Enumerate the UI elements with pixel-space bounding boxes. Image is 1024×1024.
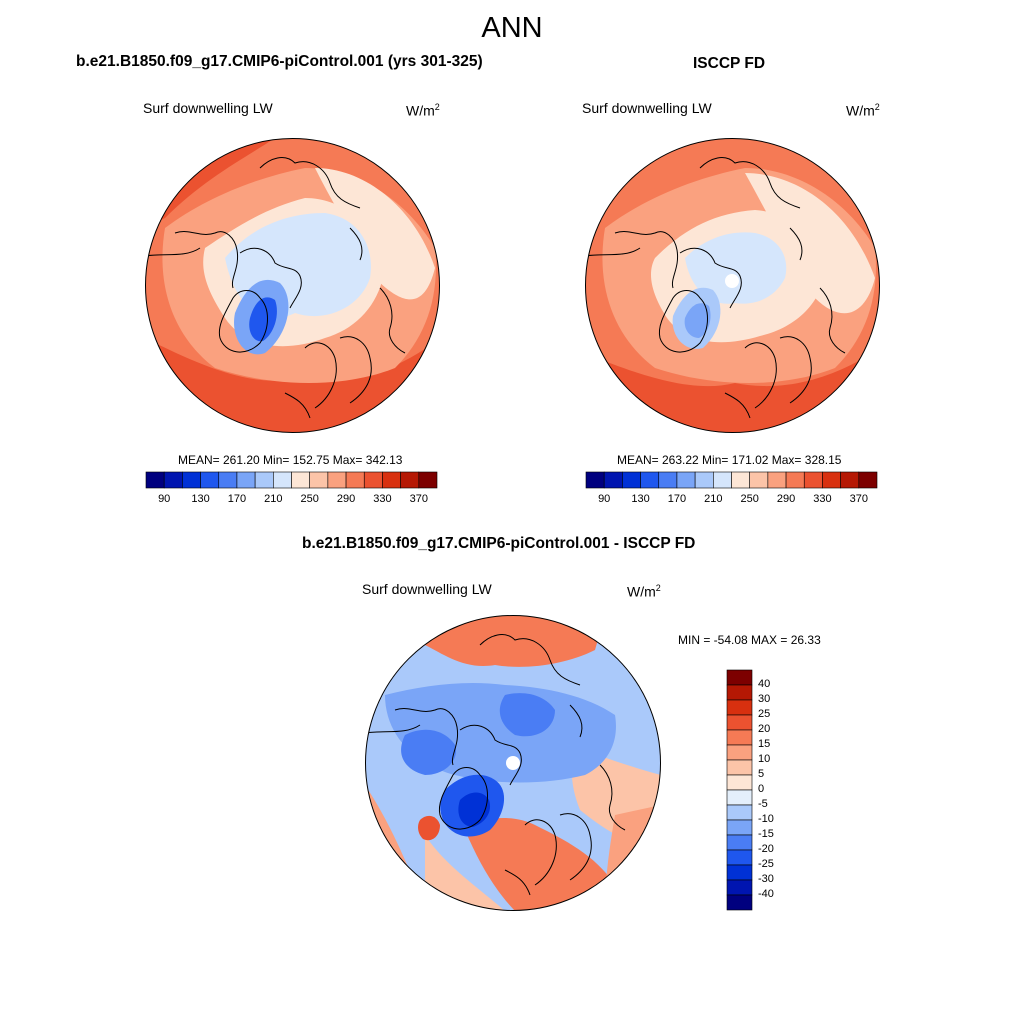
panel1-colorbar-swatch bbox=[327, 471, 347, 489]
panel1-colorbar-tick-label: 290 bbox=[336, 493, 356, 505]
panel1-colorbar-swatch bbox=[345, 471, 365, 489]
panel2-title: ISCCP FD bbox=[693, 55, 766, 72]
panel3-colorbar-tick-label: -5 bbox=[758, 798, 768, 810]
panel2-colorbar-tick-label: 90 bbox=[598, 493, 611, 505]
panel1-colorbar-swatch bbox=[254, 471, 274, 489]
panel1-colorbar-tick-label: 250 bbox=[300, 493, 319, 505]
panel2-colorbar-tick-label: 290 bbox=[776, 493, 796, 505]
panel1-colorbar-swatch bbox=[400, 471, 420, 489]
panel3-colorbar-swatch bbox=[726, 669, 753, 686]
panel1-colorbar-swatch bbox=[145, 471, 165, 489]
panel1-variable-label: Surf downwelling LW bbox=[143, 100, 273, 116]
panel1-colorbar-tick-label: 330 bbox=[373, 493, 392, 505]
panel1-colorbar-swatch bbox=[163, 471, 183, 489]
panel3-colorbar-swatch bbox=[726, 774, 753, 791]
panel3-colorbar-swatch bbox=[726, 849, 753, 866]
panel1-units: W/m2 bbox=[406, 102, 440, 119]
panel3-colorbar-tick-label: 10 bbox=[758, 753, 771, 765]
panel1-colorbar-tick-label: 170 bbox=[227, 493, 247, 505]
main-title: ANN bbox=[481, 12, 543, 44]
panel2-colorbar-tick-label: 330 bbox=[813, 493, 832, 505]
panel3-colorbar-swatch bbox=[726, 789, 753, 806]
panel2-stats: MEAN= 263.22 Min= 171.02 Max= 328.15 bbox=[617, 453, 842, 467]
panel3-colorbar bbox=[726, 669, 753, 911]
panel1-colorbar-tick-label: 370 bbox=[409, 493, 428, 505]
panel2-colorbar-swatch bbox=[803, 471, 823, 489]
panel2-colorbar-tick-label: 130 bbox=[631, 493, 650, 505]
panel3-colorbar-swatch bbox=[726, 759, 753, 776]
panel2-variable-label: Surf downwelling LW bbox=[582, 100, 712, 116]
panel1-colorbar-swatch bbox=[363, 471, 383, 489]
panel3-colorbar-tick-label: -20 bbox=[758, 843, 774, 855]
panel3-colorbar-tick-label: -40 bbox=[758, 888, 774, 900]
panel2-units: W/m2 bbox=[846, 102, 880, 119]
panel3-colorbar-swatch bbox=[726, 804, 753, 821]
panel2-colorbar-swatch bbox=[640, 471, 660, 489]
panel2-colorbar-swatch bbox=[731, 471, 750, 489]
panel3-colorbar-tick-label: -15 bbox=[758, 828, 774, 840]
panel2-colorbar-swatch bbox=[603, 471, 623, 489]
panel3-variable-label: Surf downwelling LW bbox=[362, 581, 492, 597]
panel1-map bbox=[145, 138, 440, 433]
panel1-colorbar-tick-label: 130 bbox=[191, 493, 210, 505]
panel3-colorbar-tick-label: -25 bbox=[758, 858, 774, 870]
panel2-colorbar-tick-label: 170 bbox=[667, 493, 687, 505]
panel2-colorbar-swatch bbox=[858, 471, 878, 489]
panel3-colorbar-tick-label: 40 bbox=[758, 678, 771, 690]
panel3-colorbar-tick-label: 30 bbox=[758, 693, 771, 705]
panel1-stats: MEAN= 261.20 Min= 152.75 Max= 342.13 bbox=[178, 453, 403, 467]
panel2-colorbar-swatch bbox=[676, 471, 696, 489]
panel2-colorbar-tick-label: 250 bbox=[740, 493, 759, 505]
panel3-colorbar-swatch bbox=[726, 714, 753, 731]
panel3-colorbar-swatch bbox=[726, 879, 753, 896]
panel3-colorbar-tick-label: -10 bbox=[758, 813, 774, 825]
panel1-colorbar bbox=[145, 471, 438, 489]
panel3-colorbar-swatch bbox=[726, 699, 753, 716]
panel3-units: W/m2 bbox=[627, 583, 661, 600]
panel1-colorbar-swatch bbox=[291, 471, 310, 489]
panel2-colorbar-swatch bbox=[767, 471, 787, 489]
panel3-colorbar-tick-label: -30 bbox=[758, 873, 774, 885]
panel2-colorbar-swatch bbox=[785, 471, 805, 489]
panel1-colorbar-tick-label: 210 bbox=[264, 493, 283, 505]
panel2-colorbar-swatch bbox=[658, 471, 678, 489]
panel2-colorbar-swatch bbox=[822, 471, 841, 489]
panel1-colorbar-tick-label: 90 bbox=[158, 493, 171, 505]
panel1-colorbar-swatch bbox=[309, 471, 329, 489]
panel1-title: b.e21.B1850.f09_g17.CMIP6-piControl.001 … bbox=[76, 53, 483, 70]
panel1-colorbar-swatch bbox=[236, 471, 256, 489]
panel2-colorbar-tick-label: 210 bbox=[704, 493, 723, 505]
panel3-colorbar-tick-label: 15 bbox=[758, 738, 771, 750]
panel2-colorbar-swatch bbox=[713, 471, 732, 489]
panel3-colorbar-swatch bbox=[726, 834, 753, 851]
panel3-colorbar-swatch bbox=[726, 684, 753, 701]
panel3-title: b.e21.B1850.f09_g17.CMIP6-piControl.001 … bbox=[302, 535, 696, 552]
panel3-colorbar-tick-label: 0 bbox=[758, 783, 765, 795]
panel3-colorbar-swatch bbox=[726, 744, 753, 761]
panel3-colorbar-swatch bbox=[726, 819, 753, 836]
panel2-colorbar-swatch bbox=[585, 471, 605, 489]
panel2-colorbar-swatch bbox=[749, 471, 769, 489]
panel3-colorbar-swatch bbox=[726, 894, 753, 911]
panel2-map bbox=[585, 138, 880, 433]
panel1-colorbar-swatch bbox=[182, 471, 201, 489]
panel1-colorbar-swatch bbox=[218, 471, 238, 489]
panel3-colorbar-swatch bbox=[726, 864, 753, 881]
panel2-colorbar bbox=[585, 471, 878, 489]
panel3-colorbar-swatch bbox=[726, 729, 753, 746]
panel3-map bbox=[365, 615, 661, 911]
panel3-colorbar-tick-label: 5 bbox=[758, 768, 765, 780]
panel2-colorbar-tick-label: 370 bbox=[849, 493, 868, 505]
panel1-colorbar-swatch bbox=[273, 471, 292, 489]
panel1-colorbar-swatch bbox=[382, 471, 401, 489]
panel3-stats: MIN = -54.08 MAX = 26.33 bbox=[678, 633, 821, 647]
panel1-colorbar-swatch bbox=[200, 471, 220, 489]
panel3-colorbar-tick-label: 25 bbox=[758, 708, 771, 720]
panel2-colorbar-swatch bbox=[840, 471, 860, 489]
panel3-colorbar-tick-label: 20 bbox=[758, 723, 771, 735]
panel2-colorbar-swatch bbox=[622, 471, 641, 489]
panel1-colorbar-swatch bbox=[418, 471, 438, 489]
panel2-colorbar-swatch bbox=[694, 471, 714, 489]
